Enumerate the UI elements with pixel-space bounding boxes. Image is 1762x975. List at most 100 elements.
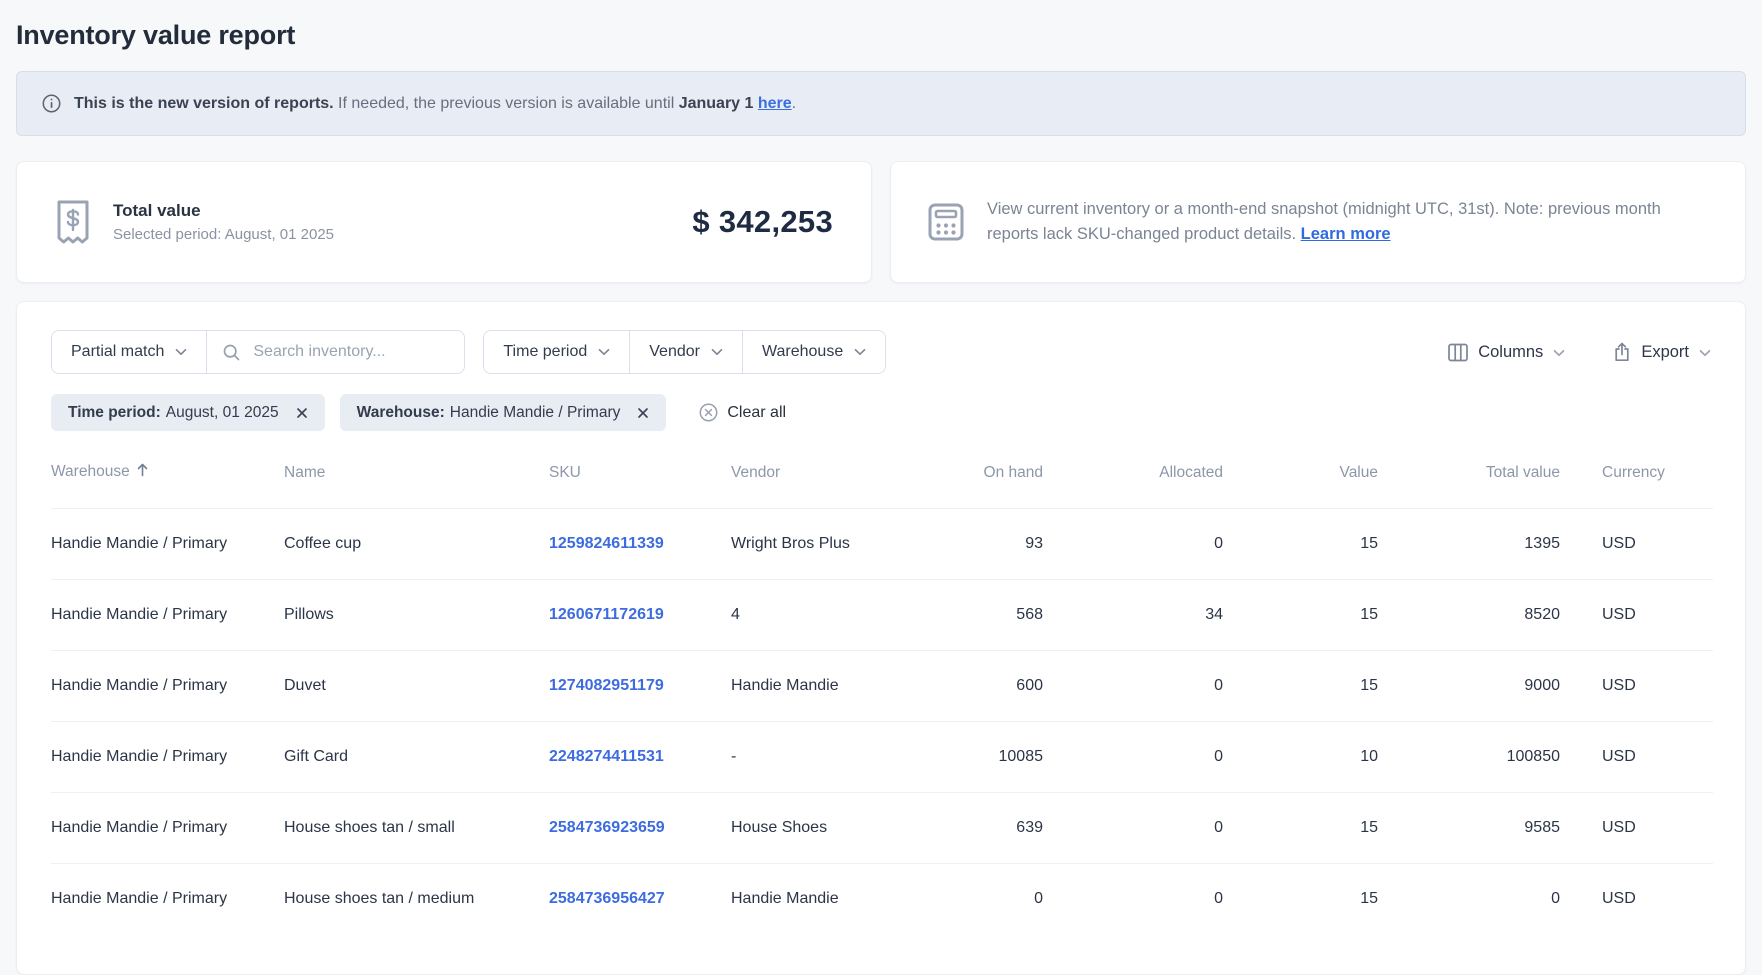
calculator-icon bbox=[925, 201, 967, 243]
cell-on-hand: 0 bbox=[921, 864, 1043, 935]
cell-value: 15 bbox=[1223, 864, 1378, 935]
chevron-down-icon bbox=[854, 343, 866, 361]
sku-link[interactable]: 1259824611339 bbox=[549, 535, 664, 552]
columns-button[interactable]: Columns bbox=[1448, 343, 1565, 362]
search-box bbox=[206, 331, 464, 373]
cell-warehouse: Handie Mandie / Primary bbox=[51, 864, 284, 935]
search-group: Partial match bbox=[51, 330, 465, 374]
filter-group: Time period Vendor Warehouse bbox=[483, 330, 886, 374]
export-button[interactable]: Export bbox=[1613, 342, 1711, 362]
export-icon bbox=[1613, 342, 1631, 362]
cell-value: 15 bbox=[1223, 580, 1378, 651]
banner-intro: This is the new version of reports. bbox=[74, 95, 334, 112]
remove-filter-icon[interactable] bbox=[296, 407, 308, 419]
cell-currency: USD bbox=[1560, 793, 1713, 864]
sku-link[interactable]: 1260671172619 bbox=[549, 606, 664, 623]
cell-vendor: Handie Mandie bbox=[731, 864, 921, 935]
cell-name: Duvet bbox=[284, 651, 549, 722]
column-header-allocated[interactable]: Allocated bbox=[1043, 455, 1223, 509]
total-value-meta: Total value Selected period: August, 01 … bbox=[113, 201, 334, 243]
remove-filter-icon[interactable] bbox=[637, 407, 649, 419]
report-panel: Partial match Time period Vendor bbox=[16, 301, 1746, 975]
cell-sku: 2584736923659 bbox=[549, 793, 731, 864]
table-row: Handie Mandie / PrimaryHouse shoes tan /… bbox=[51, 864, 1713, 935]
cell-on-hand: 639 bbox=[921, 793, 1043, 864]
sku-link[interactable]: 2584736956427 bbox=[549, 890, 665, 907]
chevron-down-icon bbox=[175, 343, 187, 361]
table-row: Handie Mandie / PrimaryHouse shoes tan /… bbox=[51, 793, 1713, 864]
cell-value: 15 bbox=[1223, 509, 1378, 580]
cell-sku: 1260671172619 bbox=[549, 580, 731, 651]
cell-total-value: 0 bbox=[1378, 864, 1560, 935]
cell-total-value: 1395 bbox=[1378, 509, 1560, 580]
cell-vendor: 4 bbox=[731, 580, 921, 651]
cell-on-hand: 10085 bbox=[921, 722, 1043, 793]
cell-allocated: 0 bbox=[1043, 651, 1223, 722]
cell-allocated: 0 bbox=[1043, 793, 1223, 864]
cell-currency: USD bbox=[1560, 651, 1713, 722]
vendor-filter-button[interactable]: Vendor bbox=[629, 331, 742, 373]
snapshot-note-card: View current inventory or a month-end sn… bbox=[890, 161, 1746, 283]
sku-link[interactable]: 2248274411531 bbox=[549, 748, 664, 765]
cell-total-value: 100850 bbox=[1378, 722, 1560, 793]
column-header-name[interactable]: Name bbox=[284, 455, 549, 509]
cell-value: 15 bbox=[1223, 651, 1378, 722]
selected-period-label: Selected period: August, 01 2025 bbox=[113, 226, 334, 243]
filter-chip-warehouse: Warehouse: Handie Mandie / Primary bbox=[340, 394, 667, 431]
cell-total-value: 9585 bbox=[1378, 793, 1560, 864]
cell-vendor: Wright Bros Plus bbox=[731, 509, 921, 580]
cell-allocated: 0 bbox=[1043, 722, 1223, 793]
chevron-down-icon bbox=[1553, 343, 1565, 362]
warehouse-filter-button[interactable]: Warehouse bbox=[742, 331, 885, 373]
cell-allocated: 34 bbox=[1043, 580, 1223, 651]
cell-vendor: Handie Mandie bbox=[731, 651, 921, 722]
cell-name: Gift Card bbox=[284, 722, 549, 793]
column-header-sku[interactable]: SKU bbox=[549, 455, 731, 509]
column-header-vendor[interactable]: Vendor bbox=[731, 455, 921, 509]
table-row: Handie Mandie / PrimaryGift Card22482744… bbox=[51, 722, 1713, 793]
column-header-currency[interactable]: Currency bbox=[1560, 455, 1713, 509]
cell-value: 10 bbox=[1223, 722, 1378, 793]
match-mode-dropdown[interactable]: Partial match bbox=[52, 331, 206, 373]
cell-name: Coffee cup bbox=[284, 509, 549, 580]
cell-allocated: 0 bbox=[1043, 864, 1223, 935]
table-header-row: Warehouse Name SKU Vendor On hand Alloca… bbox=[51, 455, 1713, 509]
cell-name: House shoes tan / medium bbox=[284, 864, 549, 935]
cell-on-hand: 568 bbox=[921, 580, 1043, 651]
cell-sku: 2248274411531 bbox=[549, 722, 731, 793]
inventory-table: Warehouse Name SKU Vendor On hand Alloca… bbox=[51, 455, 1713, 934]
cell-on-hand: 600 bbox=[921, 651, 1043, 722]
learn-more-link[interactable]: Learn more bbox=[1301, 225, 1391, 243]
clear-all-filters-button[interactable]: Clear all bbox=[699, 403, 786, 422]
table-row: Handie Mandie / PrimaryDuvet127408295117… bbox=[51, 651, 1713, 722]
search-input[interactable] bbox=[251, 342, 448, 362]
summary-cards: Total value Selected period: August, 01 … bbox=[16, 161, 1746, 283]
sku-link[interactable]: 1274082951179 bbox=[549, 677, 664, 694]
sku-link[interactable]: 2584736923659 bbox=[549, 819, 665, 836]
table-row: Handie Mandie / PrimaryCoffee cup1259824… bbox=[51, 509, 1713, 580]
column-header-warehouse[interactable]: Warehouse bbox=[51, 455, 284, 509]
toolbar: Partial match Time period Vendor bbox=[51, 330, 1711, 374]
cell-allocated: 0 bbox=[1043, 509, 1223, 580]
total-value-amount: $ 342,253 bbox=[692, 204, 833, 240]
clear-all-icon bbox=[699, 403, 718, 422]
cell-vendor: House Shoes bbox=[731, 793, 921, 864]
previous-version-link[interactable]: here bbox=[758, 95, 792, 112]
columns-icon bbox=[1448, 343, 1468, 362]
receipt-dollar-icon bbox=[53, 198, 93, 246]
cell-warehouse: Handie Mandie / Primary bbox=[51, 580, 284, 651]
filter-chip-time-period: Time period: August, 01 2025 bbox=[51, 394, 325, 431]
cell-name: Pillows bbox=[284, 580, 549, 651]
cell-value: 15 bbox=[1223, 793, 1378, 864]
cell-warehouse: Handie Mandie / Primary bbox=[51, 793, 284, 864]
cell-currency: USD bbox=[1560, 580, 1713, 651]
column-header-on-hand[interactable]: On hand bbox=[921, 455, 1043, 509]
column-header-value[interactable]: Value bbox=[1223, 455, 1378, 509]
time-period-filter-button[interactable]: Time period bbox=[484, 331, 629, 373]
cell-sku: 1259824611339 bbox=[549, 509, 731, 580]
cell-currency: USD bbox=[1560, 864, 1713, 935]
cell-warehouse: Handie Mandie / Primary bbox=[51, 651, 284, 722]
column-header-total-value[interactable]: Total value bbox=[1378, 455, 1560, 509]
table-row: Handie Mandie / PrimaryPillows1260671172… bbox=[51, 580, 1713, 651]
total-value-label: Total value bbox=[113, 201, 334, 221]
